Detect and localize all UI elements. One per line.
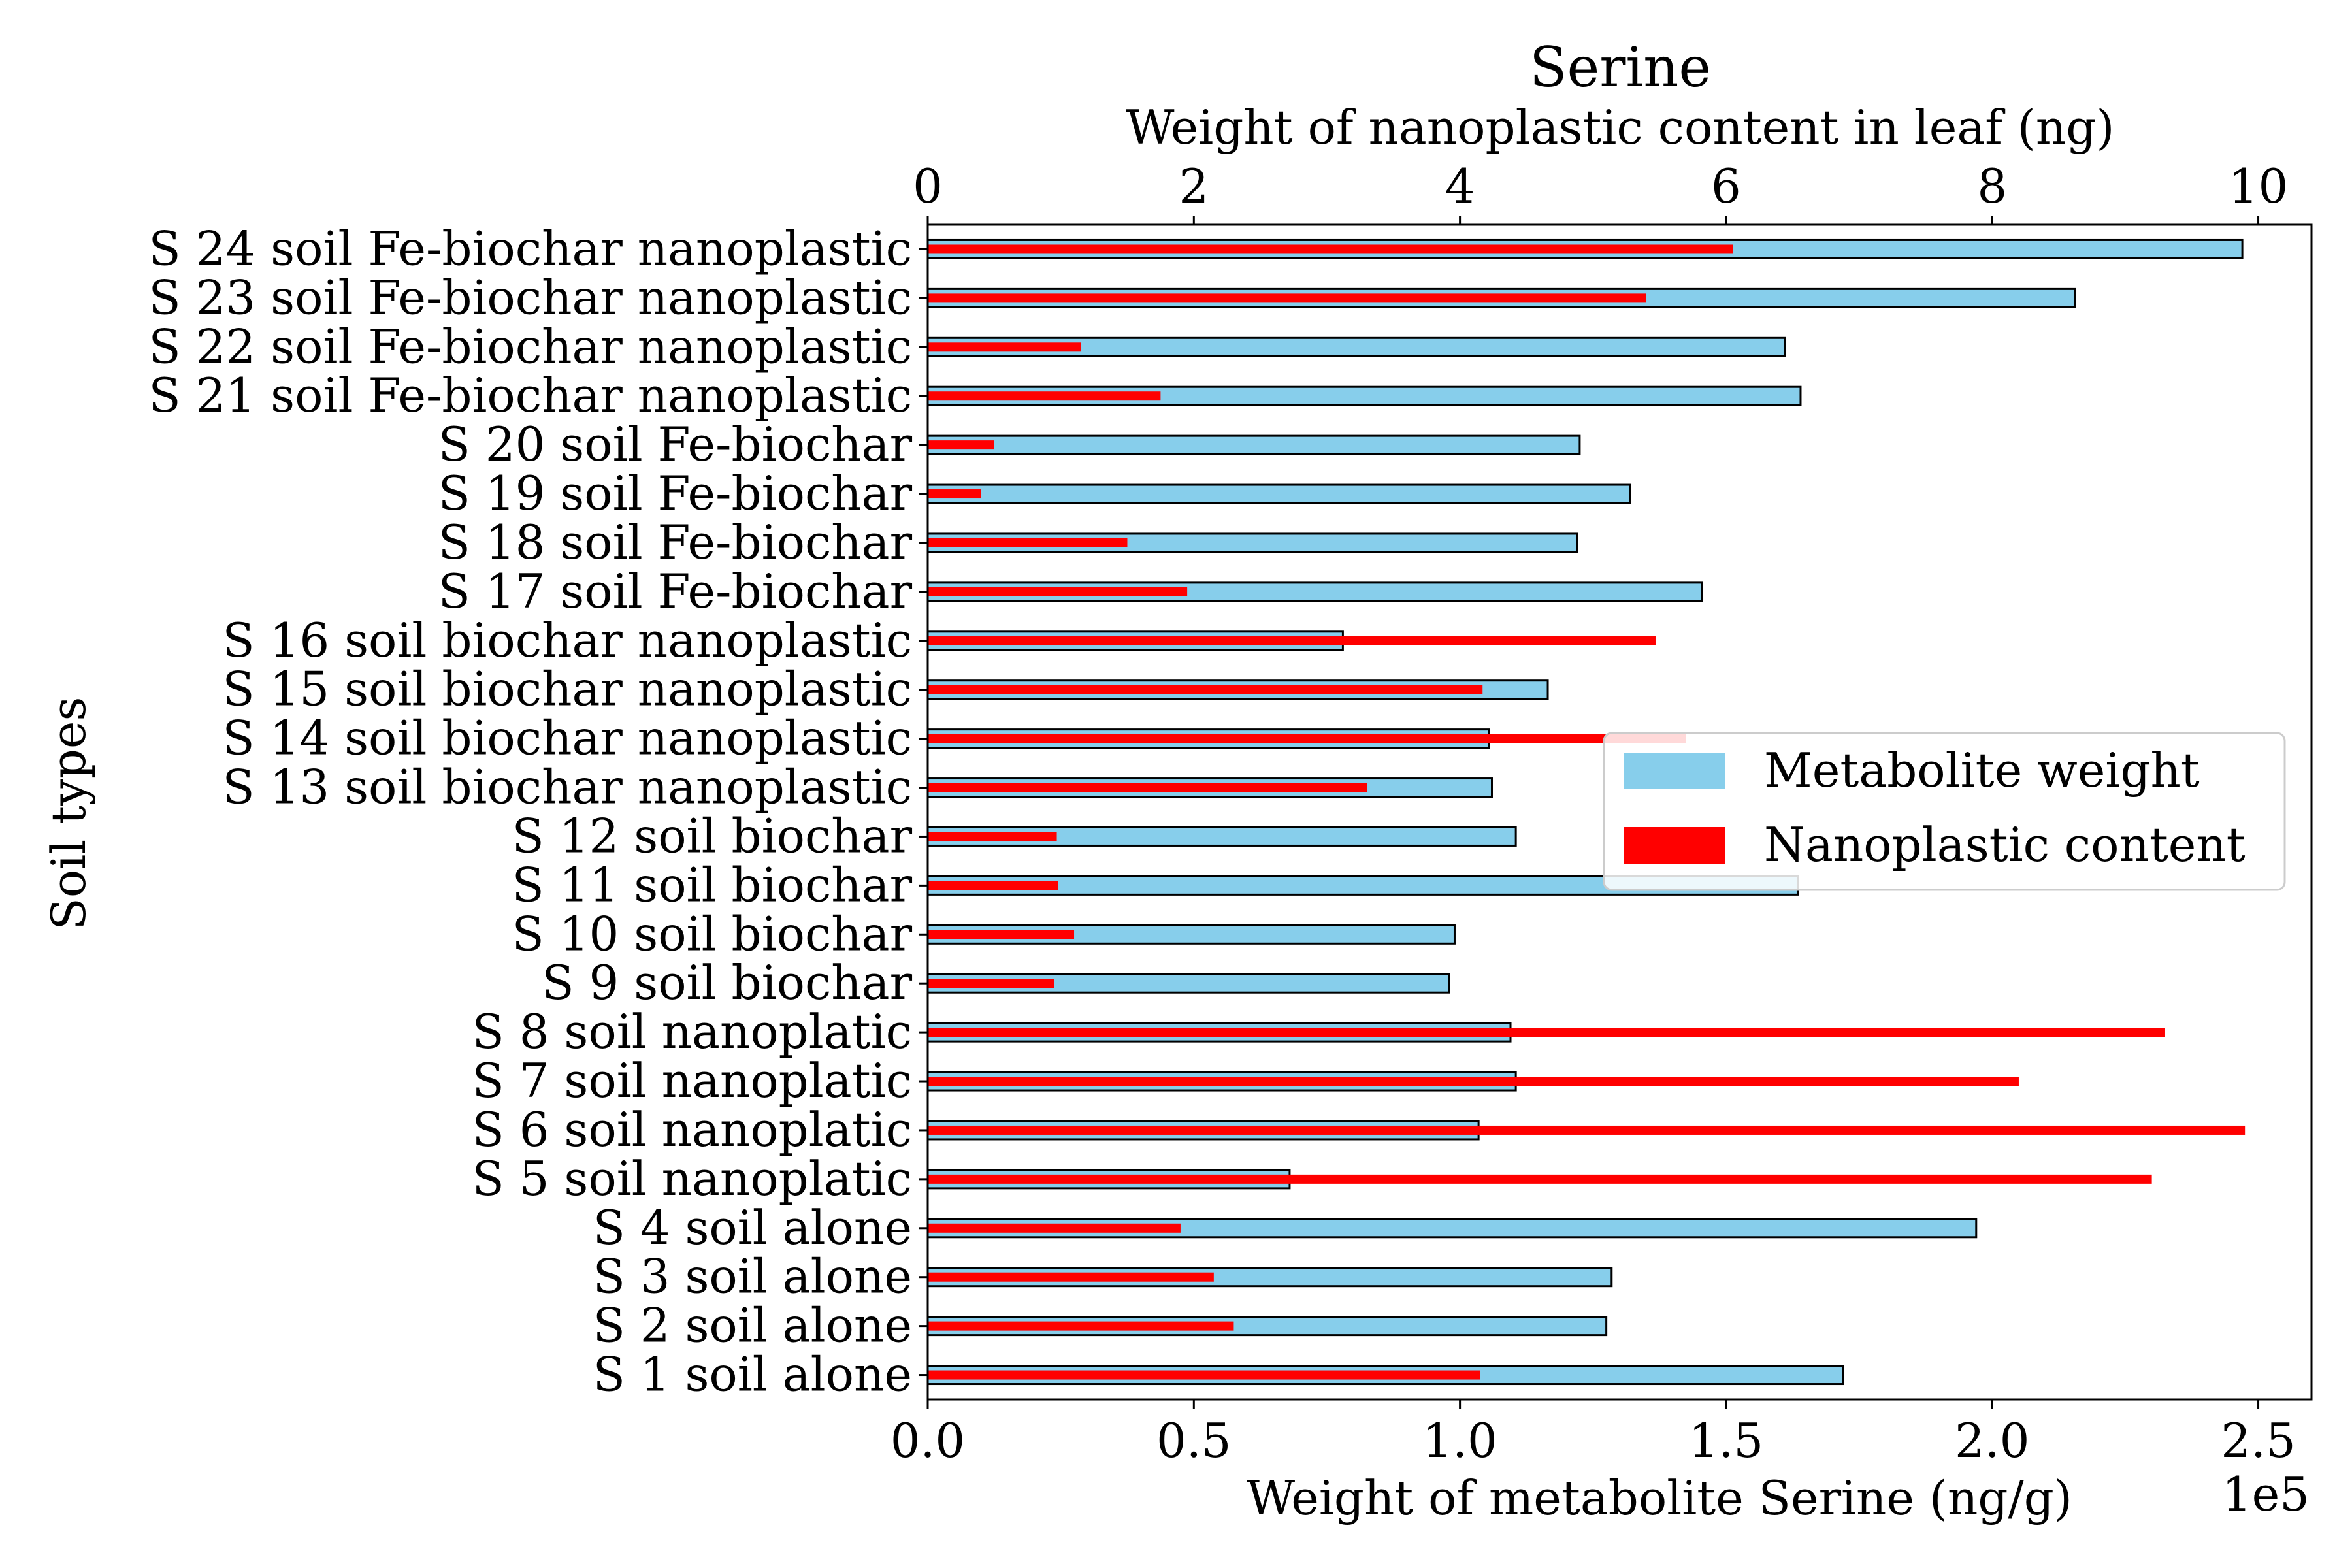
y-axis-label: Soil types [41, 697, 96, 930]
top-x-tick-label: 0 [913, 159, 943, 214]
bottom-x-tick-label: 1.5 [1689, 1413, 1764, 1468]
bar-nanoplastic-13 [928, 783, 1367, 792]
top-x-tick-label: 10 [2229, 159, 2289, 214]
bar-nanoplastic-7 [928, 1077, 2019, 1086]
y-tick-label: S 22 soil Fe-biochar nanoplastic [148, 319, 912, 374]
y-tick-label: S 24 soil Fe-biochar nanoplastic [148, 221, 912, 276]
bar-nanoplastic-22 [928, 342, 1081, 352]
bar-metabolite-20 [926, 434, 1581, 455]
y-tick-label: S 19 soil Fe-biochar [438, 466, 913, 521]
bar-nanoplastic-19 [928, 489, 981, 499]
y-tick-label: S 16 soil biochar nanoplastic [222, 613, 912, 668]
bar-nanoplastic-23 [928, 293, 1646, 303]
bar-nanoplastic-8 [928, 1028, 2165, 1037]
bottom-x-tick-label: 2.5 [2221, 1413, 2296, 1468]
y-tick-label: S 23 soil Fe-biochar nanoplastic [148, 270, 912, 325]
bar-nanoplastic-12 [928, 832, 1057, 841]
y-tick-label: S 21 soil Fe-biochar nanoplastic [148, 368, 912, 423]
legend-swatch-nanoplastic [1624, 827, 1725, 864]
y-tick-label: S 11 soil biochar [512, 857, 913, 912]
bar-nanoplastic-18 [928, 538, 1128, 547]
bottom-axis-label: Weight of metabolite Serine (ng/g) [1247, 1471, 2072, 1526]
bottom-axis-offset-label: 1e5 [2222, 1467, 2310, 1522]
y-tick-label: S 1 soil alone [593, 1347, 912, 1402]
legend-label-nanoplastic: Nanoplastic content [1764, 817, 2246, 872]
bar-nanoplastic-21 [928, 391, 1161, 401]
bar-nanoplastic-9 [928, 979, 1054, 988]
bar-nanoplastic-17 [928, 587, 1188, 596]
bottom-x-tick-label: 0.5 [1156, 1413, 1232, 1468]
bar-nanoplastic-5 [928, 1174, 2152, 1184]
bar-nanoplastic-24 [928, 244, 1733, 254]
bar-nanoplastic-3 [928, 1272, 1214, 1282]
bar-metabolite-19 [926, 483, 1631, 504]
y-tick-label: S 14 soil biochar nanoplastic [222, 711, 912, 766]
top-x-tick-label: 2 [1179, 159, 1209, 214]
y-tick-label: S 8 soil nanoplatic [472, 1004, 913, 1059]
legend-frame [1603, 732, 2286, 891]
bar-nanoplastic-6 [928, 1125, 2246, 1135]
bar-nanoplastic-4 [928, 1223, 1181, 1233]
y-tick-label: S 12 soil biochar [512, 808, 913, 863]
y-tick-label: S 18 soil Fe-biochar [438, 515, 913, 570]
y-tick-label: S 2 soil alone [593, 1298, 912, 1353]
bottom-x-tick-label: 0.0 [890, 1413, 966, 1468]
bar-nanoplastic-1 [928, 1370, 1480, 1380]
bottom-x-tick-label: 2.0 [1955, 1413, 2030, 1468]
y-tick-label: S 10 soil biochar [512, 906, 913, 961]
bar-nanoplastic-20 [928, 440, 994, 450]
bar-nanoplastic-11 [928, 881, 1058, 890]
y-tick-label: S 9 soil biochar [542, 955, 912, 1010]
top-x-tick-label: 6 [1711, 159, 1741, 214]
bar-nanoplastic-15 [928, 685, 1483, 694]
top-x-tick-label: 4 [1445, 159, 1475, 214]
y-tick-label: S 4 soil alone [593, 1200, 912, 1255]
y-tick-label: S 13 soil biochar nanoplastic [222, 760, 912, 815]
y-tick-label: S 20 soil Fe-biochar [438, 417, 913, 472]
legend-swatch-metabolite [1624, 753, 1725, 789]
y-tick-label: S 3 soil alone [593, 1249, 912, 1304]
y-tick-label: S 15 soil biochar nanoplastic [222, 662, 912, 717]
bar-nanoplastic-14 [928, 734, 1686, 743]
y-tick-label: S 6 soil nanoplatic [472, 1102, 913, 1157]
top-x-tick-label: 8 [1977, 159, 2007, 214]
chart-title: Serine [1529, 35, 1711, 99]
top-axis-label: Weight of nanoplastic content in leaf (n… [1126, 100, 2115, 155]
legend: Metabolite weight Nanoplastic content [1603, 732, 2286, 891]
bar-nanoplastic-10 [928, 930, 1075, 939]
bottom-x-tick-label: 1.0 [1422, 1413, 1497, 1468]
y-tick-label: S 17 soil Fe-biochar [438, 564, 913, 619]
y-tick-label: S 5 soil nanoplatic [472, 1151, 913, 1206]
plot-frame [926, 223, 2313, 1401]
legend-label-metabolite: Metabolite weight [1764, 743, 2200, 798]
bar-nanoplastic-16 [928, 636, 1656, 645]
bar-nanoplastic-2 [928, 1321, 1234, 1331]
y-tick-label: S 7 soil nanoplatic [472, 1053, 913, 1108]
